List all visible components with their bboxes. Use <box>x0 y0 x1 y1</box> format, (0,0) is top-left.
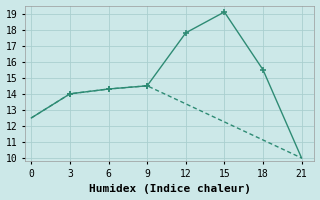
X-axis label: Humidex (Indice chaleur): Humidex (Indice chaleur) <box>89 184 251 194</box>
